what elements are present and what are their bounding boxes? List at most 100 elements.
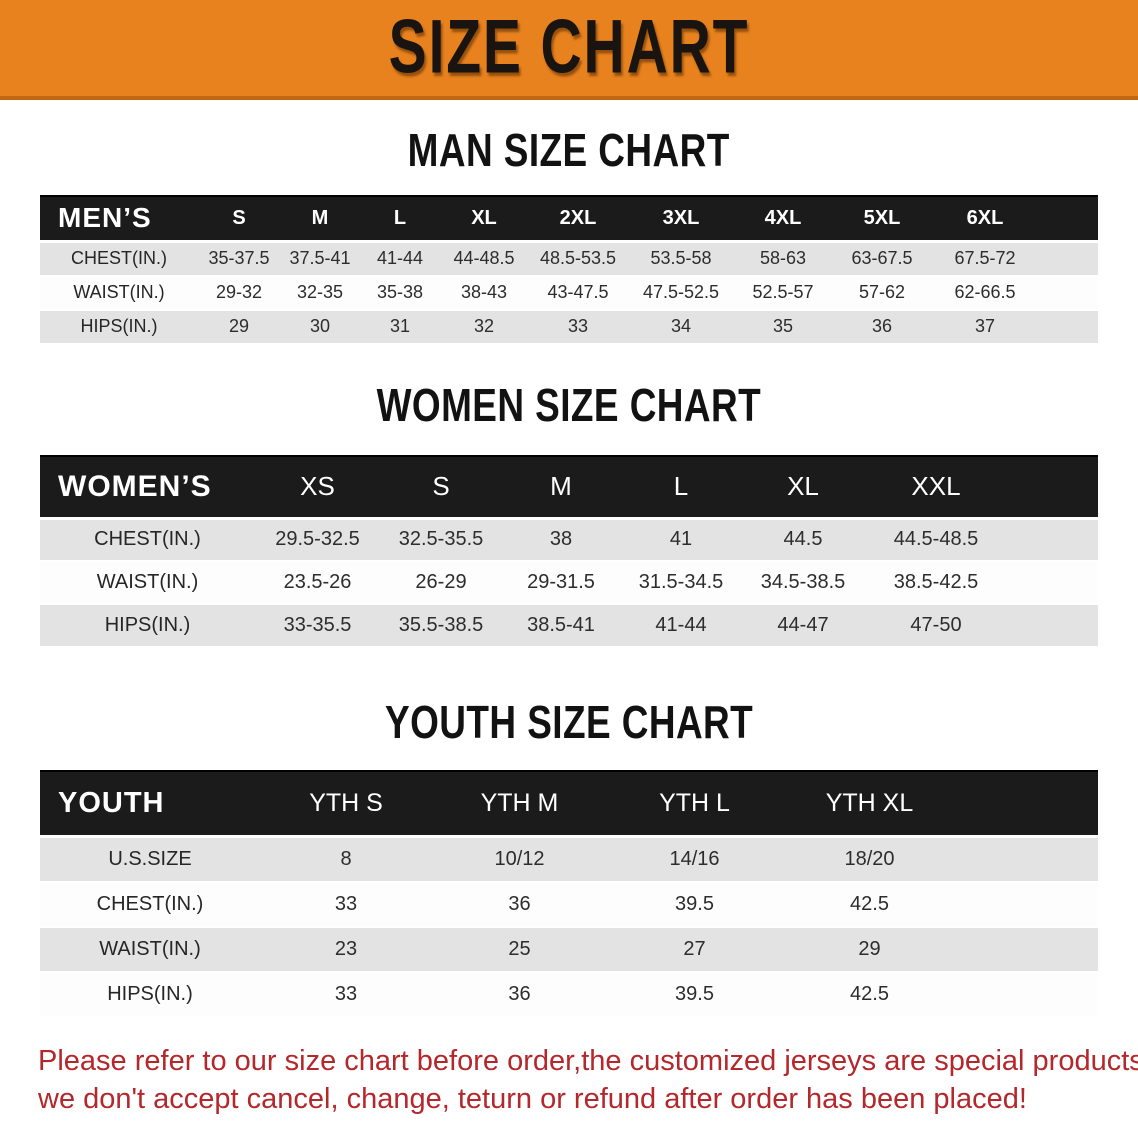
- header-filler: [1038, 194, 1098, 244]
- row-label: CHEST(IN.): [40, 241, 198, 277]
- size-cell: 32-35: [280, 275, 360, 311]
- women-size-column-header: XXL: [864, 455, 1008, 520]
- size-cell: 41-44: [620, 604, 742, 649]
- size-cell: 35: [734, 309, 832, 345]
- size-cell: 35-38: [360, 275, 440, 311]
- size-cell: 33-35.5: [255, 604, 380, 649]
- size-cell: 37.5-41: [280, 241, 360, 277]
- size-cell: 33: [260, 881, 432, 928]
- men-size-column-header: 6XL: [932, 194, 1038, 244]
- size-cell: 34: [628, 309, 734, 345]
- men-size-column-header: L: [360, 194, 440, 244]
- cell-filler: [957, 926, 1098, 973]
- cell-filler: [957, 881, 1098, 928]
- size-cell: 35.5-38.5: [380, 604, 502, 649]
- row-label: WAIST(IN.): [40, 275, 198, 311]
- youth-size-column-header: YTH M: [432, 769, 607, 839]
- size-cell: 27: [607, 926, 782, 973]
- men-size-column-header: S: [198, 194, 280, 244]
- size-cell: 23.5-26: [255, 561, 380, 606]
- row-label: WAIST(IN.): [40, 926, 260, 973]
- youth-section-heading: YOUTH SIZE CHART: [0, 696, 1138, 749]
- table-row: WAIST(IN.) 29-32 32-35 35-38 38-43 43-47…: [40, 275, 1098, 311]
- youth-table-header-row: YOUTH YTH S YTH M YTH L YTH XL: [40, 769, 1098, 839]
- cell-filler: [1008, 561, 1098, 606]
- size-cell: 14/16: [607, 836, 782, 883]
- size-cell: 18/20: [782, 836, 957, 883]
- cell-filler: [957, 971, 1098, 1018]
- row-label: CHEST(IN.): [40, 518, 255, 563]
- size-cell: 43-47.5: [528, 275, 628, 311]
- women-section-heading: WOMEN SIZE CHART: [0, 379, 1138, 432]
- table-row: CHEST(IN.) 35-37.5 37.5-41 41-44 44-48.5…: [40, 241, 1098, 277]
- size-cell: 38-43: [440, 275, 528, 311]
- women-size-column-header: M: [502, 455, 620, 520]
- women-table-header-row: WOMEN’S XS S M L XL XXL: [40, 455, 1098, 520]
- women-section: WOMEN SIZE CHART WOMEN’S XS S M L XL XXL: [0, 379, 1138, 649]
- table-row: U.S.SIZE 8 10/12 14/16 18/20: [40, 836, 1098, 883]
- men-size-column-header: M: [280, 194, 360, 244]
- row-label: HIPS(IN.): [40, 309, 198, 345]
- size-cell: 31.5-34.5: [620, 561, 742, 606]
- size-cell: 33: [528, 309, 628, 345]
- youth-size-column-header: YTH S: [260, 769, 432, 839]
- size-cell: 58-63: [734, 241, 832, 277]
- row-label: HIPS(IN.): [40, 971, 260, 1018]
- youth-size-column-header: YTH XL: [782, 769, 957, 839]
- header-filler: [1008, 455, 1098, 520]
- table-row: HIPS(IN.) 33-35.5 35.5-38.5 38.5-41 41-4…: [40, 604, 1098, 649]
- cell-filler: [1038, 275, 1098, 311]
- size-cell: 33: [260, 971, 432, 1018]
- table-row: HIPS(IN.) 33 36 39.5 42.5: [40, 971, 1098, 1018]
- cell-filler: [1008, 604, 1098, 649]
- youth-section: YOUTH SIZE CHART YOUTH YTH S YTH M YTH L…: [0, 696, 1138, 1018]
- size-cell: 44.5-48.5: [864, 518, 1008, 563]
- size-cell: 34.5-38.5: [742, 561, 864, 606]
- size-cell: 37: [932, 309, 1038, 345]
- size-cell: 53.5-58: [628, 241, 734, 277]
- men-size-column-header: 4XL: [734, 194, 832, 244]
- cell-filler: [1038, 309, 1098, 345]
- size-cell: 26-29: [380, 561, 502, 606]
- men-section-heading-text: MAN SIZE CHART: [407, 124, 731, 177]
- size-cell: 44-47: [742, 604, 864, 649]
- row-label: HIPS(IN.): [40, 604, 255, 649]
- youth-size-table: YOUTH YTH S YTH M YTH L YTH XL U.S.SIZE …: [40, 769, 1098, 1018]
- table-row: CHEST(IN.) 29.5-32.5 32.5-35.5 38 41 44.…: [40, 518, 1098, 563]
- size-cell: 39.5: [607, 881, 782, 928]
- size-cell: 44.5: [742, 518, 864, 563]
- men-group-label: MEN’S: [40, 194, 198, 244]
- size-cell: 63-67.5: [832, 241, 932, 277]
- size-cell: 29-32: [198, 275, 280, 311]
- row-label: U.S.SIZE: [40, 836, 260, 883]
- size-cell: 62-66.5: [932, 275, 1038, 311]
- men-size-column-header: XL: [440, 194, 528, 244]
- disclaimer-line-2: we don't accept cancel, change, teturn o…: [38, 1083, 1027, 1116]
- banner: SIZE CHART: [0, 0, 1138, 100]
- disclaimer-line-1: Please refer to our size chart before or…: [38, 1044, 1138, 1077]
- men-table-header-row: MEN’S S M L XL 2XL 3XL 4XL 5XL 6XL: [40, 194, 1098, 244]
- size-cell: 8: [260, 836, 432, 883]
- size-cell: 25: [432, 926, 607, 973]
- men-size-column-header: 5XL: [832, 194, 932, 244]
- cell-filler: [957, 836, 1098, 883]
- page-title: SIZE CHART: [373, 10, 765, 86]
- youth-section-heading-text: YOUTH SIZE CHART: [384, 696, 754, 749]
- cell-filler: [1038, 241, 1098, 277]
- size-cell: 41: [620, 518, 742, 563]
- size-cell: 35-37.5: [198, 241, 280, 277]
- size-cell: 42.5: [782, 881, 957, 928]
- size-cell: 30: [280, 309, 360, 345]
- size-cell: 29-31.5: [502, 561, 620, 606]
- size-cell: 29.5-32.5: [255, 518, 380, 563]
- women-size-column-header: XL: [742, 455, 864, 520]
- cell-filler: [1008, 518, 1098, 563]
- youth-size-column-header: YTH L: [607, 769, 782, 839]
- row-label: CHEST(IN.): [40, 881, 260, 928]
- row-label: WAIST(IN.): [40, 561, 255, 606]
- size-cell: 57-62: [832, 275, 932, 311]
- women-size-column-header: L: [620, 455, 742, 520]
- table-row: WAIST(IN.) 23 25 27 29: [40, 926, 1098, 973]
- size-cell: 38: [502, 518, 620, 563]
